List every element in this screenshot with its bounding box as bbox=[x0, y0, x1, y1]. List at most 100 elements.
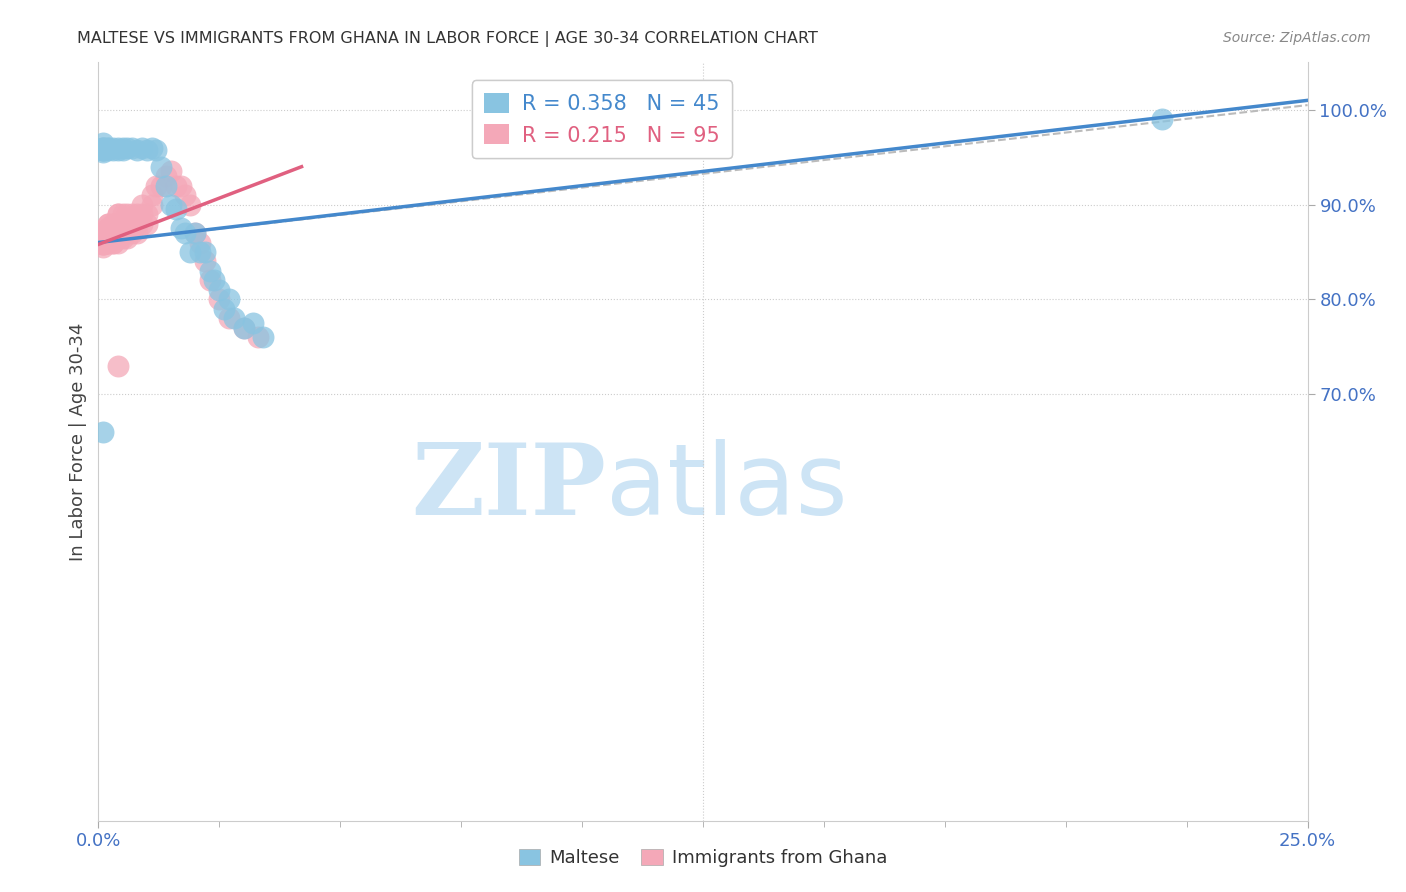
Point bbox=[91, 226, 114, 240]
Point bbox=[107, 231, 129, 245]
Point bbox=[155, 178, 177, 193]
Point bbox=[91, 145, 114, 160]
Point bbox=[194, 244, 217, 259]
Point bbox=[222, 311, 245, 326]
Point bbox=[91, 231, 114, 245]
Point bbox=[107, 226, 129, 240]
Point bbox=[121, 207, 143, 221]
Point bbox=[101, 231, 124, 245]
Point bbox=[150, 178, 173, 193]
Point bbox=[107, 217, 129, 231]
Point bbox=[121, 141, 143, 155]
Point bbox=[107, 207, 129, 221]
Text: MALTESE VS IMMIGRANTS FROM GHANA IN LABOR FORCE | AGE 30-34 CORRELATION CHART: MALTESE VS IMMIGRANTS FROM GHANA IN LABO… bbox=[77, 31, 818, 47]
Point bbox=[91, 143, 114, 157]
Point bbox=[91, 425, 114, 439]
Point bbox=[121, 221, 143, 235]
Point bbox=[101, 221, 124, 235]
Point bbox=[101, 226, 124, 240]
Point bbox=[111, 231, 134, 245]
Point bbox=[101, 231, 124, 245]
Point bbox=[97, 141, 120, 155]
Point bbox=[101, 235, 124, 250]
Point bbox=[141, 197, 163, 211]
Point bbox=[97, 235, 120, 250]
Point bbox=[91, 235, 114, 250]
Point bbox=[198, 264, 221, 278]
Point bbox=[91, 231, 114, 245]
Point bbox=[97, 226, 120, 240]
Point bbox=[150, 160, 173, 174]
Y-axis label: In Labor Force | Age 30-34: In Labor Force | Age 30-34 bbox=[69, 322, 87, 561]
Point bbox=[232, 320, 254, 334]
Point bbox=[208, 293, 231, 307]
Point bbox=[179, 244, 201, 259]
Point bbox=[97, 221, 120, 235]
Point bbox=[91, 141, 114, 155]
Point bbox=[101, 235, 124, 250]
Point bbox=[91, 237, 114, 252]
Point bbox=[91, 235, 114, 250]
Point bbox=[91, 234, 114, 248]
Point bbox=[194, 254, 217, 268]
Point bbox=[160, 197, 183, 211]
Point bbox=[117, 226, 139, 240]
Point bbox=[97, 217, 120, 231]
Point bbox=[169, 178, 191, 193]
Point bbox=[111, 217, 134, 231]
Point bbox=[107, 235, 129, 250]
Point bbox=[91, 141, 114, 155]
Point bbox=[107, 359, 129, 373]
Point bbox=[141, 141, 163, 155]
Point bbox=[97, 143, 120, 157]
Point bbox=[111, 221, 134, 235]
Point bbox=[117, 231, 139, 245]
Point bbox=[155, 169, 177, 184]
Point bbox=[145, 178, 167, 193]
Point bbox=[204, 273, 226, 287]
Point bbox=[184, 226, 207, 240]
Point bbox=[198, 273, 221, 287]
Point bbox=[252, 330, 274, 344]
Point bbox=[91, 143, 114, 157]
Point bbox=[145, 143, 167, 157]
Point bbox=[117, 141, 139, 155]
Point bbox=[91, 234, 114, 248]
Point bbox=[97, 235, 120, 250]
Point bbox=[121, 217, 143, 231]
Point bbox=[101, 141, 124, 155]
Point bbox=[91, 231, 114, 245]
Point bbox=[111, 141, 134, 155]
Point bbox=[101, 226, 124, 240]
Point bbox=[111, 226, 134, 240]
Point bbox=[97, 231, 120, 245]
Point bbox=[131, 217, 153, 231]
Point bbox=[107, 221, 129, 235]
Point bbox=[127, 207, 149, 221]
Point bbox=[218, 293, 240, 307]
Point bbox=[91, 231, 114, 245]
Point bbox=[212, 301, 235, 316]
Point bbox=[91, 237, 114, 252]
Point bbox=[107, 207, 129, 221]
Point bbox=[208, 283, 231, 297]
Point bbox=[179, 197, 201, 211]
Point bbox=[111, 217, 134, 231]
Point bbox=[135, 207, 157, 221]
Point bbox=[131, 141, 153, 155]
Point bbox=[232, 320, 254, 334]
Point bbox=[127, 143, 149, 157]
Point bbox=[131, 197, 153, 211]
Point bbox=[1152, 112, 1174, 127]
Point bbox=[97, 217, 120, 231]
Point bbox=[97, 221, 120, 235]
Legend: Maltese, Immigrants from Ghana: Maltese, Immigrants from Ghana bbox=[512, 841, 894, 874]
Point bbox=[184, 226, 207, 240]
Legend: R = 0.358   N = 45, R = 0.215   N = 95: R = 0.358 N = 45, R = 0.215 N = 95 bbox=[471, 80, 733, 158]
Point bbox=[165, 202, 187, 217]
Point bbox=[135, 143, 157, 157]
Point bbox=[165, 178, 187, 193]
Point bbox=[91, 141, 114, 155]
Point bbox=[111, 143, 134, 157]
Point bbox=[111, 226, 134, 240]
